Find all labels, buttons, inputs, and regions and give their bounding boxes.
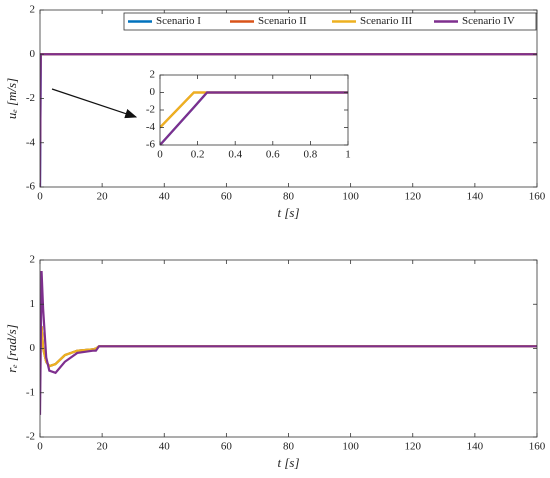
x-tick-label: 140 bbox=[467, 441, 484, 453]
x-tick-label: 0.2 bbox=[191, 149, 205, 161]
x-tick-label: 1 bbox=[345, 149, 351, 161]
x-tick-label: 20 bbox=[97, 441, 109, 453]
y-tick-label: 2 bbox=[150, 69, 156, 81]
x-tick-label: 80 bbox=[283, 441, 295, 453]
series-line bbox=[160, 91, 348, 129]
x-tick-label: 60 bbox=[221, 441, 233, 453]
x-tick-label: 160 bbox=[529, 441, 546, 453]
y-tick-label: 0 bbox=[150, 86, 156, 98]
y-tick-label: 1 bbox=[30, 298, 36, 310]
y-tick-label: -4 bbox=[146, 121, 156, 133]
y-tick-label: 0 bbox=[30, 48, 36, 60]
plot-area bbox=[40, 260, 537, 437]
x-tick-label: 0 bbox=[37, 191, 43, 203]
legend-label: Scenario III bbox=[360, 15, 413, 27]
x-tick-label: 80 bbox=[283, 191, 295, 203]
x-tick-label: 0.4 bbox=[228, 149, 242, 161]
legend-label: Scenario IV bbox=[462, 15, 515, 27]
x-tick-label: 0.6 bbox=[266, 149, 280, 161]
y-tick-label: -2 bbox=[26, 92, 35, 104]
legend-box bbox=[123, 12, 537, 31]
x-tick-label: 60 bbox=[221, 191, 233, 203]
x-tick-label: 0 bbox=[37, 441, 43, 453]
legend-label: Scenario II bbox=[258, 15, 307, 27]
x-tick-label: 160 bbox=[529, 191, 546, 203]
x-axis-label: t [s] bbox=[277, 205, 299, 220]
x-tick-label: 140 bbox=[467, 191, 484, 203]
x-axis-label: t [s] bbox=[277, 455, 299, 470]
x-tick-label: 120 bbox=[405, 441, 422, 453]
series-line bbox=[40, 271, 537, 415]
x-tick-label: 100 bbox=[342, 191, 359, 203]
y-tick-label: -4 bbox=[26, 136, 36, 148]
y-tick-label: -6 bbox=[26, 181, 36, 193]
y-axis-label: uₑ [m/s] bbox=[4, 78, 19, 119]
x-tick-label: 20 bbox=[97, 191, 109, 203]
y-tick-label: -1 bbox=[26, 386, 35, 398]
y-tick-label: -2 bbox=[146, 104, 155, 116]
arrow bbox=[51, 88, 138, 119]
x-tick-label: 120 bbox=[405, 191, 422, 203]
y-tick-label: -2 bbox=[26, 431, 35, 443]
x-tick-label: 0 bbox=[157, 149, 163, 161]
y-tick-label: 0 bbox=[30, 342, 36, 354]
series-line bbox=[160, 91, 348, 145]
y-tick-label: 2 bbox=[30, 4, 36, 16]
y-tick-label: 2 bbox=[30, 254, 36, 266]
legend-label: Scenario I bbox=[156, 15, 201, 27]
x-tick-label: 40 bbox=[159, 441, 171, 453]
legend: Scenario I Scenario II Scenario III Scenari… bbox=[123, 12, 537, 31]
plot-area bbox=[160, 75, 348, 145]
y-tick-label: -6 bbox=[146, 139, 156, 151]
x-tick-label: 0.8 bbox=[304, 149, 318, 161]
x-tick-label: 40 bbox=[159, 191, 171, 203]
x-tick-label: 100 bbox=[342, 441, 359, 453]
y-axis-label: rₑ [rad/s] bbox=[4, 324, 19, 373]
